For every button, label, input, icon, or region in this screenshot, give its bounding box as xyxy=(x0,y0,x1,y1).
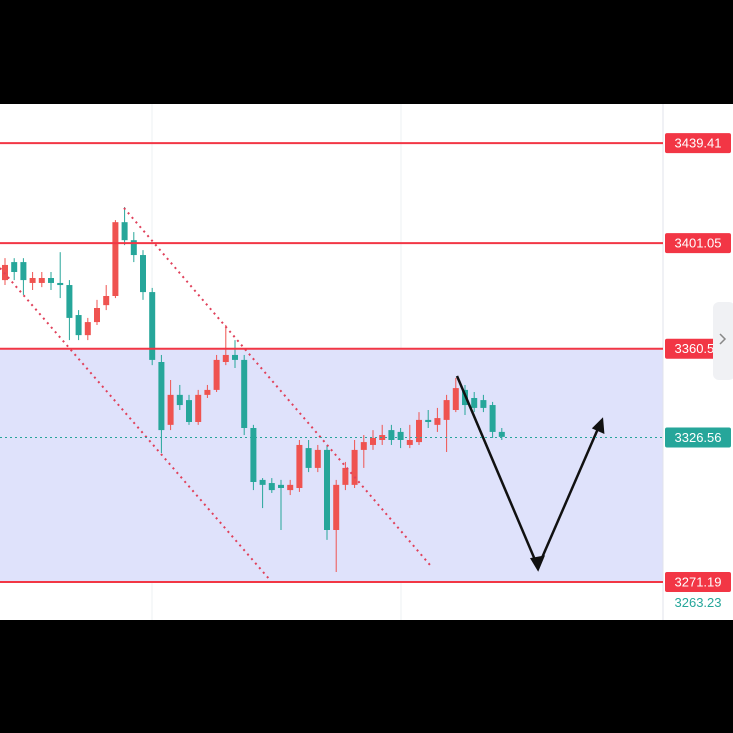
candle-body xyxy=(287,484,294,491)
candle-body xyxy=(57,282,64,286)
arrow-head xyxy=(529,555,546,572)
candle-body xyxy=(351,449,358,485)
candle-body xyxy=(11,262,18,272)
last-price-label: 3326.56 xyxy=(675,430,722,445)
candle-body xyxy=(103,296,110,306)
label-layer: 3439.41 3401.05 3360.57 3271.19 3326.56 3263.… xyxy=(0,133,731,610)
candle-body xyxy=(140,255,146,293)
candle-body xyxy=(406,440,413,445)
candle-body xyxy=(66,285,73,318)
candle-body xyxy=(379,435,386,440)
candle-body xyxy=(20,262,27,281)
candle-body xyxy=(204,389,211,395)
candle-body xyxy=(489,405,496,432)
level-label-box xyxy=(665,571,731,592)
candle-body xyxy=(158,362,165,431)
candle-body xyxy=(397,431,404,440)
channel-upper xyxy=(123,207,431,566)
candle-body xyxy=(480,400,487,408)
candle-body xyxy=(84,322,91,336)
candle-body xyxy=(213,359,220,390)
arrow-head xyxy=(591,417,605,434)
last-price-box xyxy=(665,427,731,448)
candle-body xyxy=(130,240,137,256)
candle-body xyxy=(471,398,478,408)
candle-body xyxy=(121,222,128,241)
level-label: 3271.19 xyxy=(675,574,722,589)
candle-body xyxy=(314,449,321,468)
candle-body xyxy=(75,315,82,336)
channel-lower xyxy=(0,267,271,581)
candle-body xyxy=(94,308,100,323)
candle-body xyxy=(443,400,450,420)
candle-body xyxy=(48,278,54,283)
level-label-box xyxy=(665,233,731,254)
candle-body xyxy=(296,444,303,488)
candle-body xyxy=(498,431,505,437)
candle-body xyxy=(342,467,349,485)
candle-body xyxy=(250,428,257,482)
candle-body xyxy=(232,354,238,360)
candle-body xyxy=(425,419,432,422)
low-price-label: 3263.23 xyxy=(675,595,722,610)
candle-body xyxy=(38,278,45,283)
arrow-up xyxy=(536,423,602,568)
level-label-box xyxy=(665,133,731,154)
level-label: 3360.57 xyxy=(675,341,722,356)
candle-body xyxy=(434,418,441,425)
candle-layer xyxy=(2,207,505,572)
candle-body xyxy=(452,388,459,410)
channel xyxy=(0,207,431,581)
projection xyxy=(455,375,605,572)
candle-body xyxy=(222,354,229,362)
arrow-down xyxy=(455,375,540,568)
candle-body xyxy=(167,394,174,425)
candle-body xyxy=(149,292,156,360)
candle-body xyxy=(195,394,202,422)
candle-body xyxy=(360,442,367,450)
candle-body xyxy=(268,483,275,491)
scroll-icon xyxy=(719,333,727,345)
zone-layer xyxy=(0,348,663,582)
level-label: 3401.05 xyxy=(675,236,722,251)
candle-body xyxy=(333,484,340,530)
candle-body xyxy=(278,484,284,488)
candle-body xyxy=(176,394,183,406)
level-label: 3439.41 xyxy=(675,136,722,151)
candle-body xyxy=(259,479,266,485)
zone xyxy=(0,348,663,582)
candle-body xyxy=(324,449,330,530)
candle-body xyxy=(186,400,192,422)
candle-body xyxy=(29,278,36,283)
candle-body xyxy=(370,437,376,445)
candle-body xyxy=(112,222,119,296)
candle-body xyxy=(388,430,395,440)
candle-body xyxy=(305,448,312,468)
candle-body xyxy=(241,359,248,428)
candle-body xyxy=(416,419,422,443)
